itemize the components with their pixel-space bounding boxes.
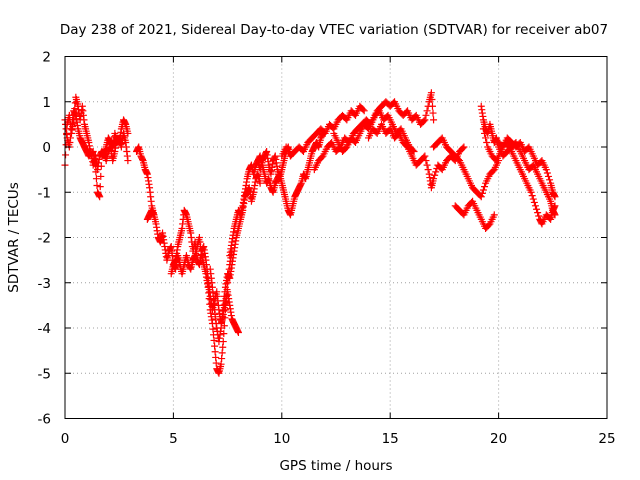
data-point: [551, 193, 559, 201]
data-point: [529, 195, 537, 203]
data-point: [528, 192, 536, 200]
data-point: [543, 169, 551, 177]
data-point: [421, 116, 429, 124]
data-point: [423, 107, 431, 115]
data-point: [460, 143, 468, 151]
data-points: [61, 89, 559, 377]
data-point: [542, 166, 550, 174]
y-axis-label: SDTVAR / TECUs: [6, 182, 22, 292]
grid: [65, 56, 607, 419]
data-point: [551, 211, 559, 219]
data-point: [477, 193, 485, 201]
y-tick-label: -6: [38, 412, 51, 428]
y-tick-label: -1: [38, 185, 51, 201]
data-point: [97, 172, 105, 180]
data-point: [459, 144, 467, 152]
x-tick-label: 5: [169, 431, 178, 447]
data-point: [478, 189, 486, 197]
data-point: [535, 212, 543, 220]
x-tick-label: 10: [273, 431, 290, 447]
y-tick-label: -4: [38, 321, 51, 337]
data-point: [96, 183, 104, 191]
data-point: [430, 175, 438, 183]
data-point: [124, 157, 132, 165]
data-point: [431, 171, 439, 179]
y-tick-label: -2: [38, 231, 51, 247]
x-tick-label: 25: [598, 431, 615, 447]
data-point: [427, 89, 435, 97]
data-point: [479, 186, 487, 194]
data-point: [92, 175, 100, 183]
x-tick-labels: 0 5 10 15 20 25: [61, 431, 616, 447]
y-tick-label: -5: [38, 366, 51, 382]
x-tick-label: 0: [61, 431, 70, 447]
data-point: [428, 102, 436, 110]
data-point: [428, 95, 436, 103]
data-point: [234, 329, 242, 337]
data-point: [423, 161, 431, 169]
data-point: [424, 166, 432, 174]
data-point: [360, 107, 368, 115]
data-point: [490, 211, 498, 219]
data-point: [429, 109, 437, 117]
data-point: [420, 117, 428, 125]
data-point: [546, 176, 554, 184]
data-point: [62, 151, 70, 159]
data-point: [533, 205, 541, 213]
x-axis-label: GPS time / hours: [279, 458, 392, 474]
x-tick-label: 15: [382, 431, 399, 447]
data-point: [479, 125, 487, 133]
y-tick-labels: 2 1 0 -1 -2 -3 -4 -5 -6: [38, 50, 51, 428]
data-point: [530, 198, 538, 206]
y-tick-label: -3: [38, 276, 51, 292]
data-point: [359, 106, 367, 114]
axis-ticks: [64, 56, 608, 419]
data-point: [531, 202, 539, 210]
data-point: [482, 134, 490, 142]
x-tick-label: 20: [490, 431, 507, 447]
data-point: [483, 138, 491, 146]
data-point: [422, 111, 430, 119]
y-tick-label: 0: [42, 140, 51, 156]
data-point: [481, 129, 489, 137]
data-point: [93, 181, 101, 189]
data-point: [544, 172, 552, 180]
data-point: [527, 188, 535, 196]
data-point: [422, 157, 430, 165]
data-point: [256, 179, 264, 187]
data-point: [432, 168, 440, 176]
data-point: [421, 152, 429, 160]
data-point: [481, 183, 489, 191]
data-point: [430, 116, 438, 124]
y-tick-label: 1: [42, 95, 51, 111]
data-point: [534, 209, 542, 217]
data-point: [96, 193, 104, 201]
chart-title: Day 238 of 2021, Sidereal Day-to-day VTE…: [60, 22, 608, 38]
y-tick-label: 2: [42, 50, 51, 66]
data-point: [551, 202, 559, 210]
